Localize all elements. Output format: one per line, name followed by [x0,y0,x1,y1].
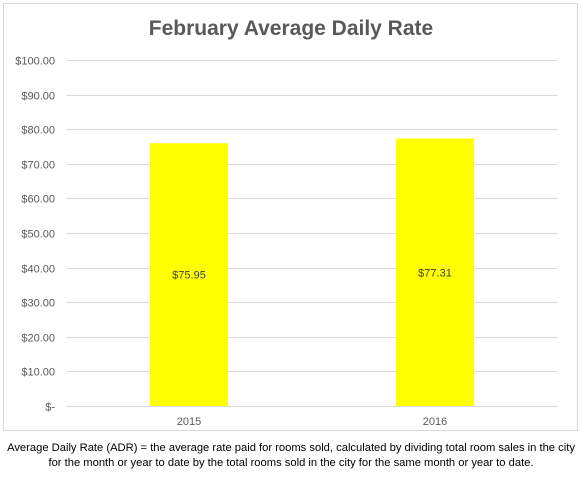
chart-title: February Average Daily Rate [148,17,434,40]
chart-area [3,3,578,431]
x-tick-label-2015: 2015 [177,416,201,428]
x-tick-label-2016: 2016 [423,416,447,428]
data-labels: $75.95 $77.31 [172,267,452,281]
data-label-2015: $75.95 [172,270,206,282]
footnote-line-1: Average Daily Rate (ADR) = the average r… [7,442,575,454]
y-tick-label: $50.00 [21,229,55,241]
y-tick-label: $80.00 [21,125,55,137]
y-tick-label: $40.00 [21,264,55,276]
footnote-line-2: for the month or year to date by the tot… [48,457,534,469]
bar-2015 [150,143,228,406]
bar-2016 [396,138,474,407]
y-tick-label: $100.00 [15,56,55,68]
y-tick-label: $10.00 [21,367,55,379]
y-tick-label: $90.00 [21,91,55,103]
gridlines [66,60,558,407]
y-tick-label: $70.00 [21,160,55,172]
data-label-2016: $77.31 [418,267,452,279]
y-axis-tick-labels: $- $10.00 $20.00 $30.00 $40.00 $50.00 $60.00 $7… [15,56,55,414]
y-tick-label: $30.00 [21,298,55,310]
y-tick-label: $60.00 [21,194,55,206]
x-axis-tick-labels: 2015 2016 [177,416,447,428]
y-tick-label: $- [45,402,55,414]
bars [150,138,474,407]
y-tick-label: $20.00 [21,333,55,345]
footnote: Average Daily Rate (ADR) = the average r… [0,441,582,471]
